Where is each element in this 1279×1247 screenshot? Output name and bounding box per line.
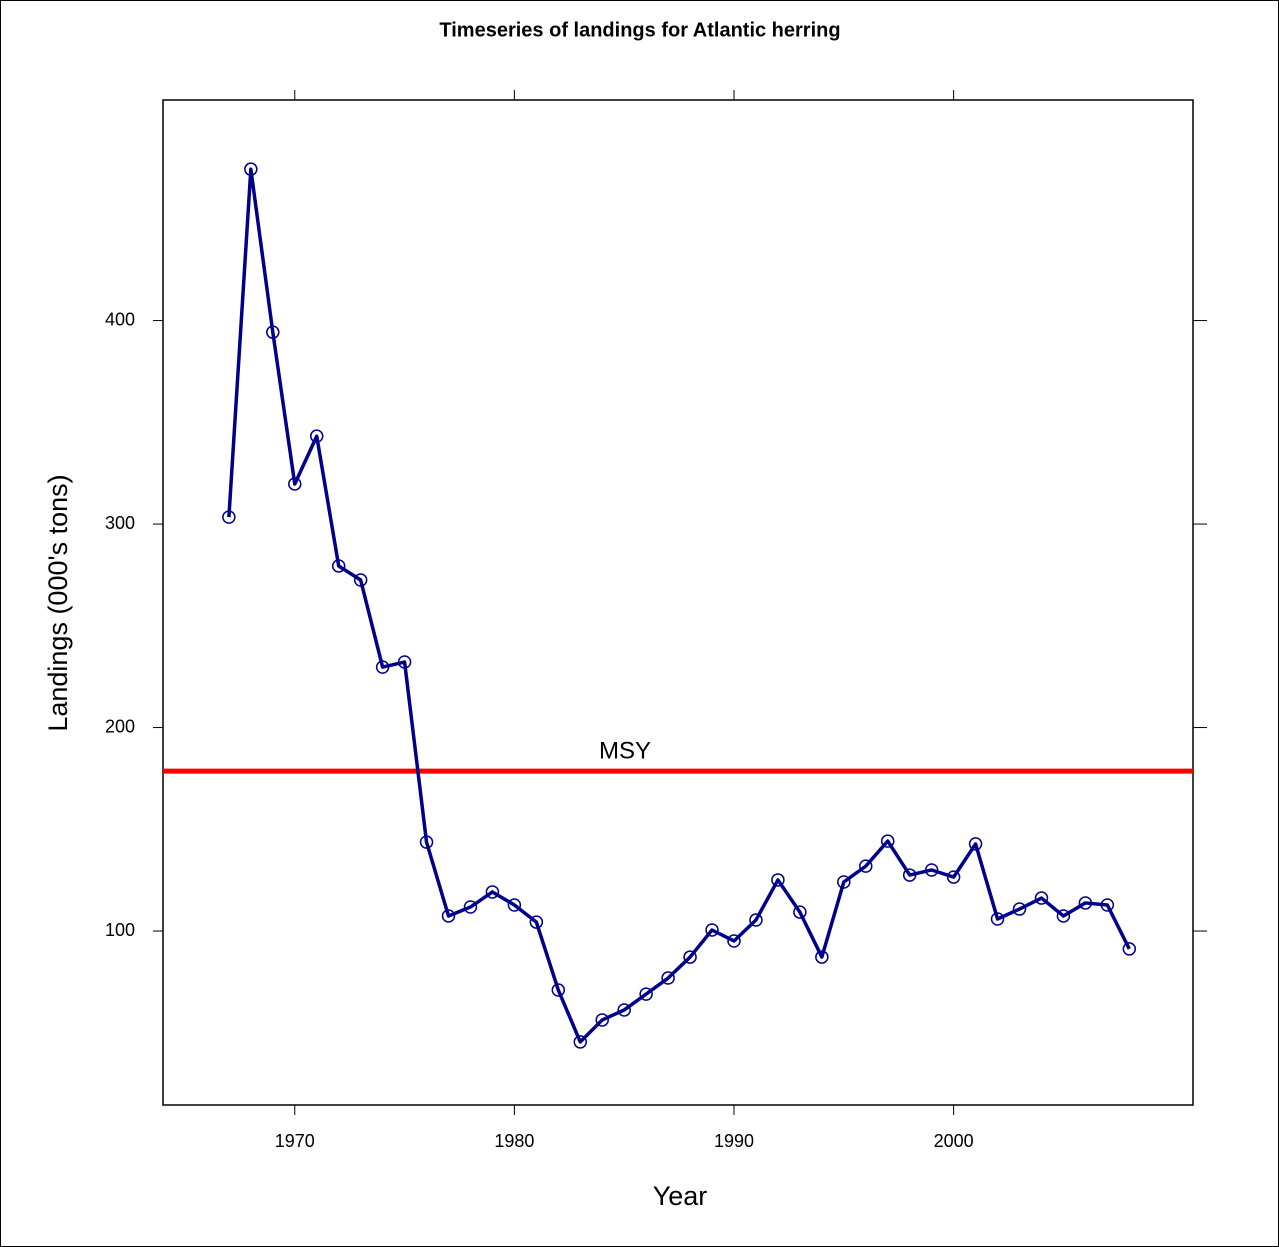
point	[990, 912, 1005, 926]
point	[749, 913, 763, 927]
point	[244, 162, 258, 176]
point	[1056, 909, 1071, 923]
point	[924, 863, 939, 877]
point	[1100, 898, 1115, 912]
point	[1012, 902, 1027, 916]
point	[353, 573, 368, 587]
msy-label: MSY	[599, 737, 651, 764]
plot-area	[162, 99, 1194, 1106]
point	[727, 934, 741, 948]
point	[441, 909, 456, 923]
point	[397, 655, 412, 669]
point	[529, 915, 544, 929]
x-tick-label: 1970	[275, 1131, 315, 1151]
point	[815, 950, 829, 964]
point	[266, 325, 280, 339]
point	[880, 834, 895, 848]
point	[222, 510, 236, 524]
y-tick-label: 400	[105, 309, 135, 329]
point	[309, 429, 324, 443]
point	[463, 900, 478, 914]
x-tick-label: 1980	[494, 1131, 534, 1151]
point	[507, 898, 522, 912]
point	[793, 905, 807, 919]
point	[639, 987, 653, 1001]
point	[968, 837, 983, 851]
y-axis-label: Landings (000's tons)	[43, 474, 73, 731]
point	[573, 1035, 588, 1049]
chart-title: Timeseries of landings for Atlantic herr…	[439, 19, 840, 41]
point	[1034, 891, 1049, 905]
point	[661, 971, 675, 985]
point	[617, 1003, 631, 1017]
y-tick-label: 200	[105, 716, 135, 736]
point	[485, 885, 500, 899]
x-axis-label: Year	[653, 1181, 708, 1211]
point	[683, 950, 697, 964]
point	[595, 1013, 609, 1027]
point	[859, 859, 873, 873]
point	[902, 868, 917, 882]
point	[375, 660, 390, 674]
x-tick-label: 2000	[934, 1131, 974, 1151]
x-tick-label: 1990	[714, 1131, 754, 1151]
point	[837, 875, 851, 889]
point	[331, 559, 346, 573]
y-tick-label: 100	[105, 920, 135, 940]
y-tick-label: 300	[105, 513, 135, 533]
point	[705, 923, 719, 937]
point	[419, 835, 434, 849]
point	[946, 870, 961, 884]
point	[1078, 896, 1093, 910]
point	[288, 477, 302, 491]
point	[551, 983, 566, 997]
point	[771, 873, 785, 887]
point	[1122, 942, 1137, 956]
series-line	[227, 167, 1131, 1044]
